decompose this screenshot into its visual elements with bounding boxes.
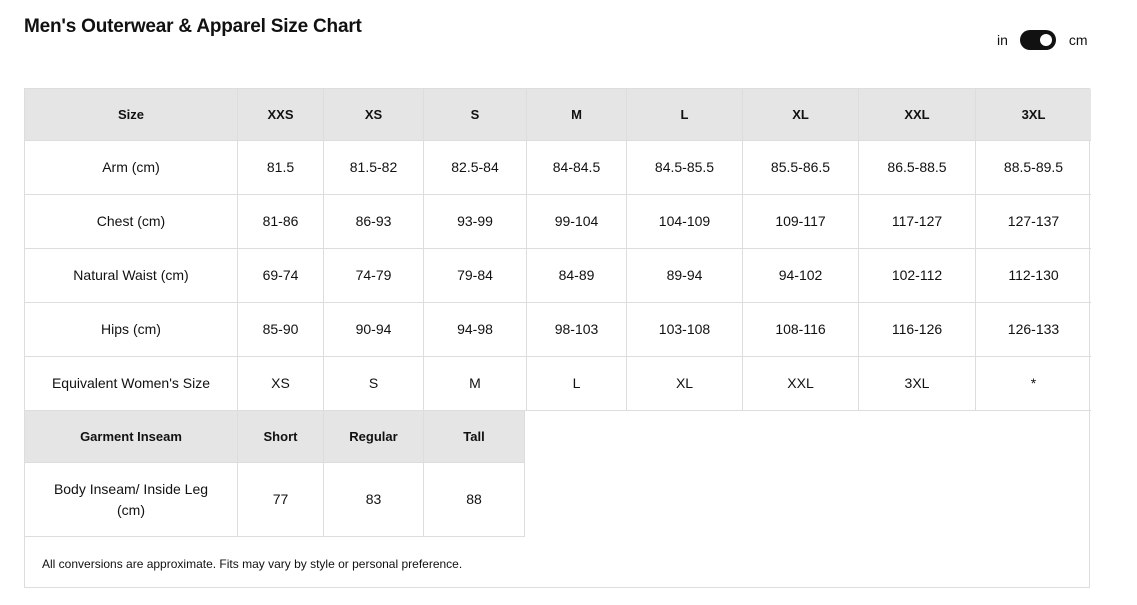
unit-label-cm[interactable]: cm: [1068, 32, 1088, 48]
row-header-label: Garment Inseam: [25, 411, 238, 463]
toggle-knob: [1039, 34, 1052, 46]
table-cell: 88: [424, 463, 525, 537]
row-label: Natural Waist (cm): [25, 249, 238, 303]
column-header: Tall: [424, 411, 525, 463]
column-header: XXS: [238, 89, 324, 141]
table-cell: 79-84: [424, 249, 527, 303]
table-cell: 69-74: [238, 249, 324, 303]
table-cell: XXL: [743, 357, 859, 411]
table-cell: 88.5-89.5: [976, 141, 1091, 195]
table-cell: 83: [324, 463, 424, 537]
table-cell: *: [976, 357, 1091, 411]
table-cell: 112-130: [976, 249, 1091, 303]
row-header-label: Size: [25, 89, 238, 141]
size-table: Size XXS XS S M L XL XXL 3XL Arm (cm) 81.5 81.5-82 8…: [25, 89, 1091, 411]
table-cell: 116-126: [859, 303, 976, 357]
column-header: M: [527, 89, 627, 141]
table-cell: 84-89: [527, 249, 627, 303]
table-cell: 126-133: [976, 303, 1091, 357]
table-cell: 3XL: [859, 357, 976, 411]
column-header: XXL: [859, 89, 976, 141]
table-cell: 81.5-82: [324, 141, 424, 195]
table-cell: 90-94: [324, 303, 424, 357]
size-chart: Size XXS XS S M L XL XXL 3XL Arm (cm) 81.5 81.5-82 8…: [24, 88, 1091, 588]
unit-toggle-group: in cm: [997, 30, 1088, 50]
table-cell: 94-98: [424, 303, 527, 357]
column-header: L: [627, 89, 743, 141]
table-cell: 102-112: [859, 249, 976, 303]
table-cell: 77: [238, 463, 324, 537]
unit-toggle[interactable]: [1019, 30, 1056, 50]
table-cell: 74-79: [324, 249, 424, 303]
table-cell: 85.5-86.5: [743, 141, 859, 195]
table-cell: 84.5-85.5: [627, 141, 743, 195]
table-cell: XS: [238, 357, 324, 411]
table-cell: 117-127: [859, 195, 976, 249]
table-cell: 84-84.5: [527, 141, 627, 195]
table-cell: M: [424, 357, 527, 411]
table-cell: 127-137: [976, 195, 1091, 249]
table-cell: 85-90: [238, 303, 324, 357]
row-label: Chest (cm): [25, 195, 238, 249]
table-cell: L: [527, 357, 627, 411]
column-header: Short: [238, 411, 324, 463]
column-header: Regular: [324, 411, 424, 463]
column-header: 3XL: [976, 89, 1091, 141]
page-title: Men's Outerwear & Apparel Size Chart: [24, 16, 362, 37]
row-label: Body Inseam/ Inside Leg (cm): [25, 463, 238, 537]
table-cell: 81.5: [238, 141, 324, 195]
row-label: Hips (cm): [25, 303, 238, 357]
table-cell: S: [324, 357, 424, 411]
table-cell: 109-117: [743, 195, 859, 249]
table-cell: 82.5-84: [424, 141, 527, 195]
column-header: S: [424, 89, 527, 141]
unit-label-in[interactable]: in: [997, 32, 1008, 48]
disclaimer-note: All conversions are approximate. Fits ma…: [42, 557, 463, 571]
column-header: XL: [743, 89, 859, 141]
row-label: Arm (cm): [25, 141, 238, 195]
table-cell: 93-99: [424, 195, 527, 249]
row-label: Equivalent Women's Size: [25, 357, 238, 411]
table-cell: XL: [627, 357, 743, 411]
table-cell: 81-86: [238, 195, 324, 249]
table-cell: 86.5-88.5: [859, 141, 976, 195]
table-cell: 108-116: [743, 303, 859, 357]
table-cell: 103-108: [627, 303, 743, 357]
table-cell: 89-94: [627, 249, 743, 303]
table-cell: 99-104: [527, 195, 627, 249]
column-header: XS: [324, 89, 424, 141]
table-cell: 94-102: [743, 249, 859, 303]
table-cell: 104-109: [627, 195, 743, 249]
table-cell: 98-103: [527, 303, 627, 357]
table-cell: 86-93: [324, 195, 424, 249]
inseam-table: Garment Inseam Short Regular Tall Body Insea…: [25, 411, 525, 537]
